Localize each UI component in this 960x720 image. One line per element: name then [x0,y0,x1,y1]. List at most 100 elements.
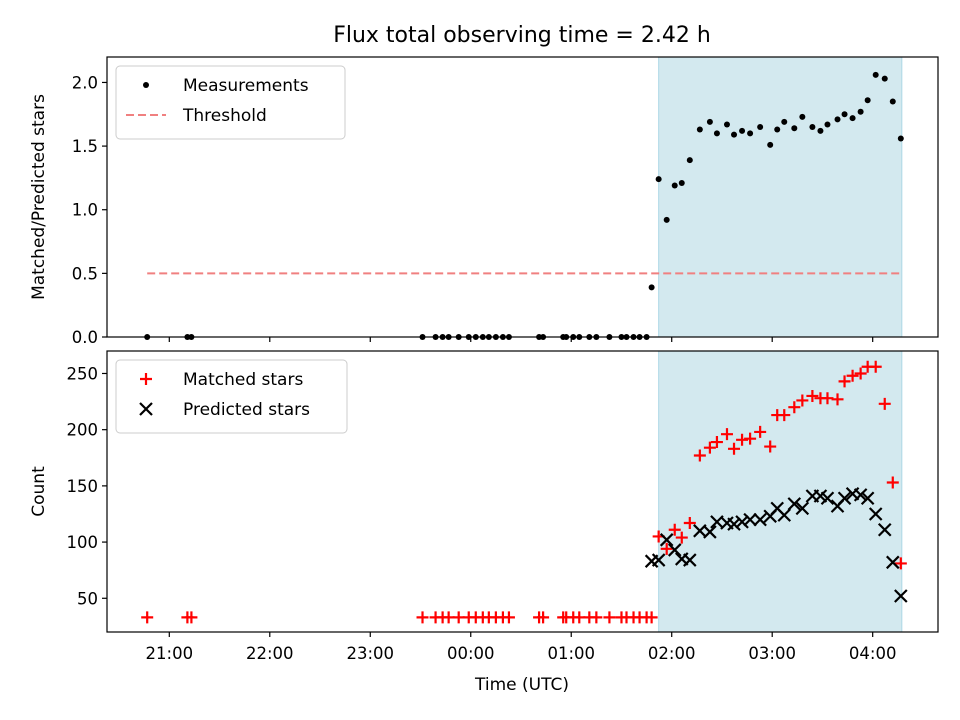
data-point [791,125,798,132]
data-point [442,611,455,624]
y-tick-label: 1.5 [72,137,98,156]
x-tick-label: 23:00 [346,644,394,663]
data-point [846,369,859,382]
data-point [663,216,670,223]
data-point [821,392,834,405]
x-tick-label: 03:00 [748,644,796,663]
y-tick-label: 50 [77,589,98,608]
x-tick-label: 04:00 [849,644,897,663]
y-tick-label: 100 [67,533,99,552]
data-point [878,397,891,410]
data-point [764,440,777,453]
y-tick-label: 1.0 [72,201,98,220]
legend-label: Predicted stars [183,400,310,420]
data-point [767,141,774,148]
data-point [806,389,819,402]
data-point [853,488,868,502]
data-point [774,126,781,133]
data-point [703,441,716,454]
data-point [416,611,429,624]
chart-title: Flux total observing time = 2.42 h [333,23,711,48]
data-point [185,611,198,624]
data-point [860,491,875,506]
legend-marker [143,82,149,88]
x-tick-label: 01:00 [547,644,595,663]
data-point [778,409,791,422]
data-point [141,611,154,624]
data-point [747,130,754,137]
data-point [894,557,907,570]
legend-box [115,65,346,140]
data-point [728,442,741,455]
data-point [781,118,788,125]
data-point [668,523,681,536]
data-point [603,611,616,624]
data-point [834,116,841,123]
data-point [894,589,908,603]
x-tick-label: 22:00 [246,644,294,663]
data-point [795,501,810,516]
data-point [739,127,746,134]
legend-marker [139,402,153,416]
x-tick-label: 00:00 [447,644,495,663]
panel-2: 50 100 150 200 250 21:00 22:00 23:00 00:00 01:00 0… [29,350,939,663]
data-point [777,508,792,522]
data-point [710,436,723,449]
data-point [864,97,871,104]
data-point [696,126,703,133]
data-point [857,108,864,115]
data-point [693,449,706,462]
data-point [809,124,816,130]
panel-1: 0.0 0.5 1.0 1.5 2.0 Matched/Predicted stars Me… [29,56,939,347]
y-tick-label: 2.0 [72,73,98,92]
data-point [889,98,896,105]
data-point [886,476,899,489]
y-axis-label: Count [29,466,49,517]
data-point [706,118,713,125]
shaded-region [658,56,903,338]
data-point [659,533,674,547]
y-axis-label: Matched/Predicted stars [29,94,49,300]
data-point [872,71,879,78]
data-point [590,611,603,624]
legend: Measurements Threshold [115,65,346,140]
data-point [881,75,888,82]
data-point [683,553,697,567]
data-point [837,491,852,506]
y-tick-label: 0.5 [72,264,98,283]
data-point [869,360,882,373]
data-point [648,284,655,291]
data-point [788,401,801,414]
data-point [502,611,515,624]
legend-box [115,359,348,434]
data-point [651,553,666,567]
y-tick-label: 150 [67,477,99,496]
shaded-region [658,350,903,633]
data-point [897,135,904,142]
x-axis-label: Time (UTC) [474,675,569,695]
data-point [573,611,586,624]
data-point [655,176,662,183]
legend-label: Threshold [182,106,267,126]
data-point [727,517,741,531]
data-point [703,525,717,539]
axes-frame [106,350,939,633]
axes-frame [106,56,939,338]
legend-marker [140,373,152,385]
data-point [886,555,900,570]
series-predicted-stars [644,486,908,603]
x-tick-label: 02:00 [648,644,696,663]
data-point [854,367,867,380]
data-point [736,433,749,446]
data-point [831,393,844,406]
data-point [838,375,851,388]
x-tick-label: 21:00 [146,644,194,663]
data-point [796,394,809,407]
legend: Matched stars Predicted stars [115,359,348,434]
data-point [743,512,757,527]
data-point [824,121,831,128]
y-tick-label: 250 [67,364,99,383]
y-tick-label: 200 [67,421,99,440]
data-point [744,432,757,445]
